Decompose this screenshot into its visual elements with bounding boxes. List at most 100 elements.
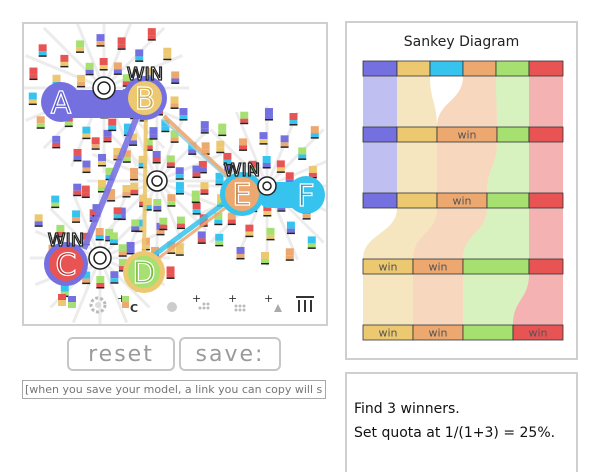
sankey-win-label: win [452,195,471,208]
voter-ballot [117,207,126,221]
save-button[interactable]: save: [179,337,281,371]
sankey-rounds: win win win win win win win [362,60,564,341]
svg-text:+: + [264,292,273,305]
voter-ballot [135,219,144,233]
candidate-b-letter: B [135,82,156,117]
voter-ballot [95,228,104,241]
reset-button[interactable]: reset [67,337,175,371]
voter-ballot [76,40,85,53]
voter-handle[interactable] [257,176,277,196]
info-panel: Find 3 winners. Set quota at 1/(1+3) = 2… [345,372,578,472]
sankey-flow [529,142,563,193]
sankey-win-label: win [428,327,447,340]
voter-tool-icon[interactable] [58,294,76,308]
voter-handle[interactable] [88,246,112,270]
voter-ballot [307,236,316,249]
sankey-node [396,60,431,77]
candidate-c-letter: C [56,248,77,283]
voter-ballot [107,189,116,202]
voter-ballot [153,198,162,212]
voter-ballot [122,185,131,198]
voter-ballot [135,49,144,62]
sankey-node [362,126,398,143]
voter-ballot [170,96,179,109]
add-triangle-icon[interactable]: + [264,292,282,312]
voter-ballot [198,160,207,174]
sankey-node: win [412,258,464,275]
candidate-E[interactable]: E WIN [220,159,264,216]
voter-ballot [240,111,249,125]
candidate-B[interactable]: B WIN [123,63,167,120]
voter-ballot [129,133,138,146]
voter-ballot [298,147,307,160]
add-ticks-icon[interactable]: + [228,292,246,312]
model-canvas[interactable]: A B WIN C WIN D E WIN F [22,22,328,326]
voter-ballot [192,202,201,215]
candidate-e-letter: E [233,178,252,213]
voter-ray [106,130,159,183]
connection-d-e [140,193,236,267]
candidate-A[interactable]: A [41,82,81,122]
voter-handle[interactable] [146,170,168,192]
voter-ballot [216,140,225,154]
voter-ray [209,128,269,188]
sankey-node [528,258,564,275]
voter-ballot [73,183,82,197]
columns-icon[interactable] [296,296,314,312]
voter-ballot [108,118,117,132]
voter-ballot [144,138,153,151]
voter-ballot [261,251,270,265]
voter-ballot [286,221,295,235]
candidate-D[interactable]: D [123,251,165,293]
sankey-node [462,258,530,275]
voter-ballot [167,194,176,207]
voter-ballot [166,155,175,168]
voter-ballot [82,271,91,285]
sankey-flow [437,76,497,127]
voter-ray [24,54,105,90]
gear-icon[interactable] [89,296,107,314]
voter-ballot [259,132,268,145]
voter-ballot [51,195,60,209]
sankey-node [528,60,564,77]
voter-ballot [85,62,94,76]
model-drawing[interactable]: A B WIN C WIN D E WIN F [24,24,326,324]
sankey-flow [496,76,529,127]
voter-ballot [175,243,184,256]
voter-ballot [200,121,209,134]
voter-ballot [113,62,122,75]
quota-text: Set quota at 1/(1+3) = 25%. [354,425,556,441]
voter-ballot [264,108,273,121]
winners-text: Find 3 winners. [354,401,460,417]
sankey-flow [463,208,529,259]
voter-ballot [245,224,254,238]
voter-ballot [73,148,82,162]
voter-ballot [248,160,257,174]
voter-ballot [81,185,90,199]
sankey-flow [363,142,397,193]
add-candidate-icon[interactable]: + C [117,292,177,315]
voter-ballot [227,212,236,226]
voter-ballot [159,217,168,231]
voter-ballot [166,266,175,279]
voter-ballot [215,172,224,186]
candidate-a-letter: A [51,86,72,121]
save-link-field[interactable] [22,380,326,399]
svg-text:+: + [192,292,201,305]
voter-ballot [200,182,209,195]
candidate-F[interactable]: F [287,176,325,215]
voter-ballot [130,182,139,196]
voter-ballot [103,129,112,143]
sankey-flow [529,76,563,127]
candidate-C[interactable]: C WIN [44,229,88,286]
voter-ballot [77,74,86,88]
voter-ray [234,111,269,187]
voter-ballot [105,228,114,242]
sankey-node [528,192,564,209]
connection-b-e [162,114,238,186]
sankey-node [462,60,497,77]
voter-handle[interactable] [92,76,116,100]
add-voters-icon[interactable]: + [192,292,210,310]
voter-ballot [96,275,105,289]
sankey-node [362,60,398,77]
